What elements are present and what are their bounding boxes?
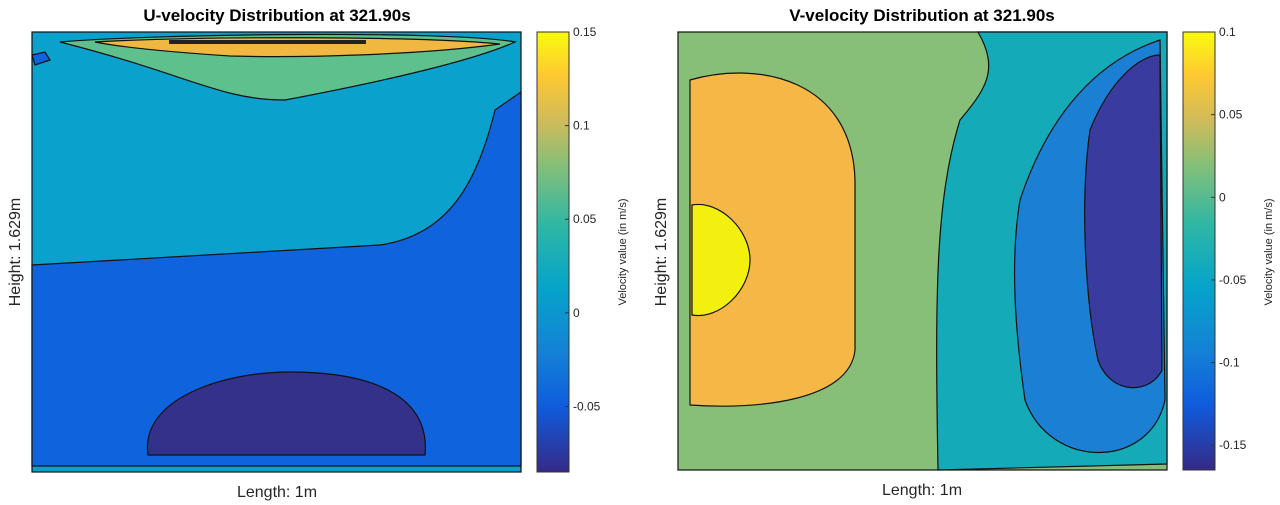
colorbar-tick-label: -0.05 <box>573 399 601 413</box>
contour-region-min <box>1084 54 1163 389</box>
x-axis-label: Length: 1m <box>237 484 317 501</box>
colorbar-ticks: 0.1 0.05 0 -0.05 -0.1 -0.15 <box>1211 25 1247 452</box>
colorbar-tick-label: -0.15 <box>1219 438 1247 452</box>
y-axis-label: Height: 1.629m <box>7 198 24 307</box>
v-velocity-plot: V-velocity Distribution at 321.90s Lengt… <box>653 6 1275 499</box>
contour-region-high <box>689 72 856 407</box>
colorbar <box>536 31 570 473</box>
colorbar-tick-label: -0.1 <box>1219 356 1240 370</box>
contour-region-negative <box>31 90 522 467</box>
colorbar-tick-label: 0.05 <box>1219 108 1243 122</box>
colorbar-tick-label: -0.05 <box>1219 273 1247 287</box>
colorbar-label: Velocity value (in m/s) <box>1263 199 1275 306</box>
colorbar-tick-label: 0.15 <box>573 25 597 39</box>
u-velocity-plot: U-velocity Distribution at 321.90s Lengt… <box>7 6 629 501</box>
contour-region-small <box>31 51 51 66</box>
x-axis-label: Length: 1m <box>882 482 962 499</box>
colorbar-tick-label: 0.1 <box>573 119 590 133</box>
colorbar <box>1182 31 1216 471</box>
colorbar-tick-label: 0 <box>573 306 580 320</box>
colorbar-tick-label: 0 <box>1219 190 1226 204</box>
contour-region-max <box>169 40 366 44</box>
colorbar-label: Velocity value (in m/s) <box>617 199 629 306</box>
contour-region-max <box>691 203 751 317</box>
y-axis-label: Height: 1.629m <box>653 198 670 307</box>
chart-title: V-velocity Distribution at 321.90s <box>789 6 1054 25</box>
contour-region-min <box>146 371 426 456</box>
colorbar-tick-label: 0.1 <box>1219 25 1236 39</box>
colorbar-ticks: 0.15 0.1 0.05 0 -0.05 <box>565 25 601 413</box>
chart-title: U-velocity Distribution at 321.90s <box>143 6 410 25</box>
colorbar-tick-label: 0.05 <box>573 212 597 226</box>
